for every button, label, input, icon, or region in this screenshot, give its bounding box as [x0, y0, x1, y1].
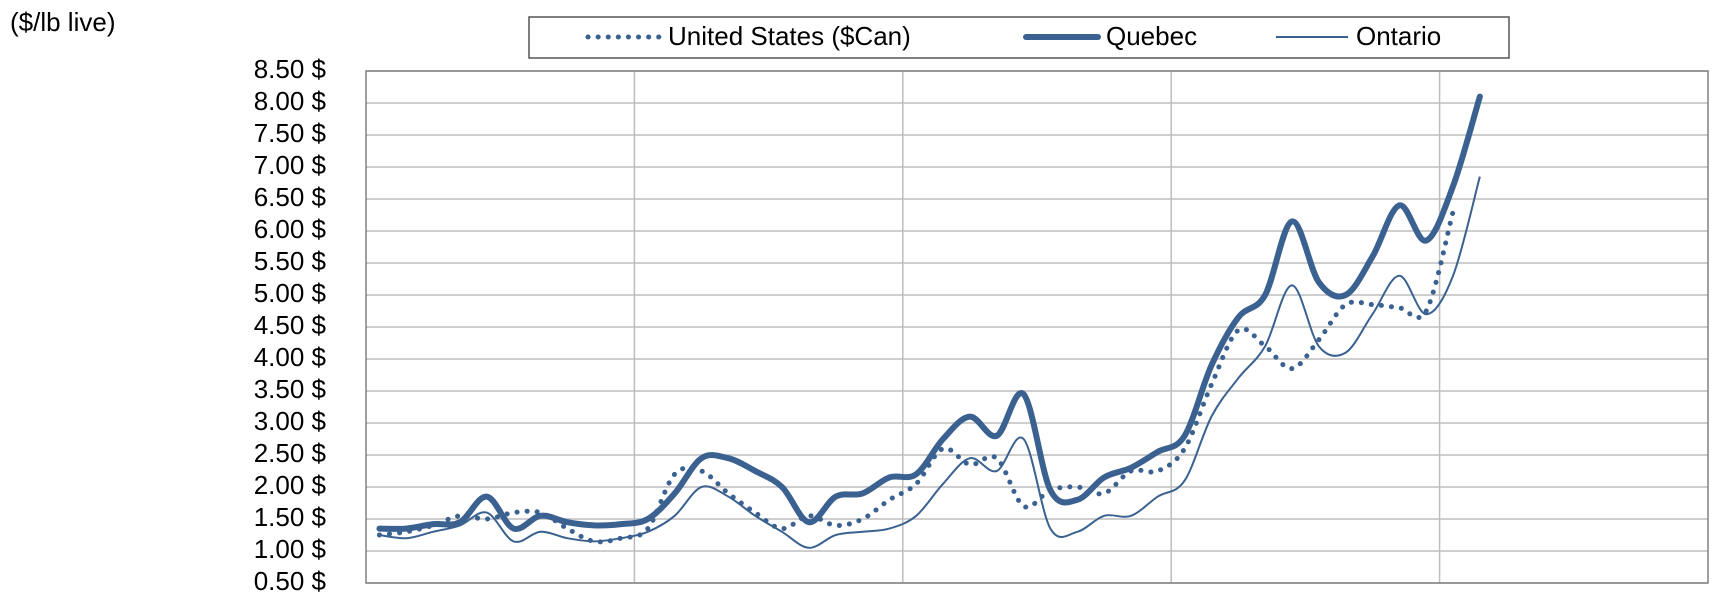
y-tick-label: 3.50 $ [254, 374, 327, 404]
y-tick-label: 8.50 $ [254, 54, 327, 84]
plot-area [365, 70, 1709, 584]
y-tick-label: 4.00 $ [254, 342, 327, 372]
legend-label: Ontario [1356, 21, 1441, 51]
y-tick-label: 5.00 $ [254, 278, 327, 308]
series-line [379, 176, 1481, 549]
y-axis-label: ($/lb live) [10, 7, 115, 37]
y-tick-label: 2.50 $ [254, 438, 327, 468]
legend-label: United States ($Can) [668, 21, 911, 51]
y-tick-label: 7.00 $ [254, 150, 327, 180]
y-tick-label: 5.50 $ [254, 246, 327, 276]
y-tick-label: 6.50 $ [254, 182, 327, 212]
y-tick-label: 1.50 $ [254, 502, 327, 532]
y-tick-label: 6.00 $ [254, 214, 327, 244]
y-tick-label: 1.00 $ [254, 534, 327, 564]
series-line [376, 93, 1483, 532]
legend-label: Quebec [1106, 21, 1197, 51]
y-tick-label: 0.50 $ [254, 566, 327, 596]
y-tick-label: 4.50 $ [254, 310, 327, 340]
series-line [376, 209, 1456, 545]
y-tick-label: 3.00 $ [254, 406, 327, 436]
y-tick-label: 2.00 $ [254, 470, 327, 500]
y-tick-label: 7.50 $ [254, 118, 327, 148]
y-tick-label: 8.00 $ [254, 86, 327, 116]
